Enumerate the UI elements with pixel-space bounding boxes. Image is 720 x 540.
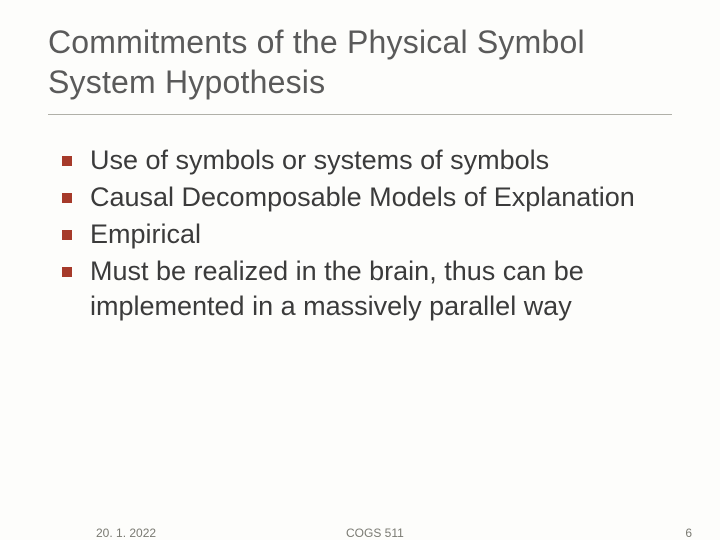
- list-item: Empirical: [62, 217, 672, 252]
- list-item: Use of symbols or systems of symbols: [62, 143, 672, 178]
- list-item: Causal Decomposable Models of Explanatio…: [62, 180, 672, 215]
- bullet-list: Use of symbols or systems of symbols Cau…: [48, 143, 672, 324]
- slide-title: Commitments of the Physical Symbol Syste…: [48, 22, 672, 115]
- slide: Commitments of the Physical Symbol Syste…: [0, 0, 720, 540]
- footer-date: 20. 1. 2022: [96, 526, 156, 540]
- list-item: Must be realized in the brain, thus can …: [62, 254, 672, 324]
- footer-course: COGS 511: [346, 526, 404, 540]
- footer-page-number: 6: [685, 526, 692, 540]
